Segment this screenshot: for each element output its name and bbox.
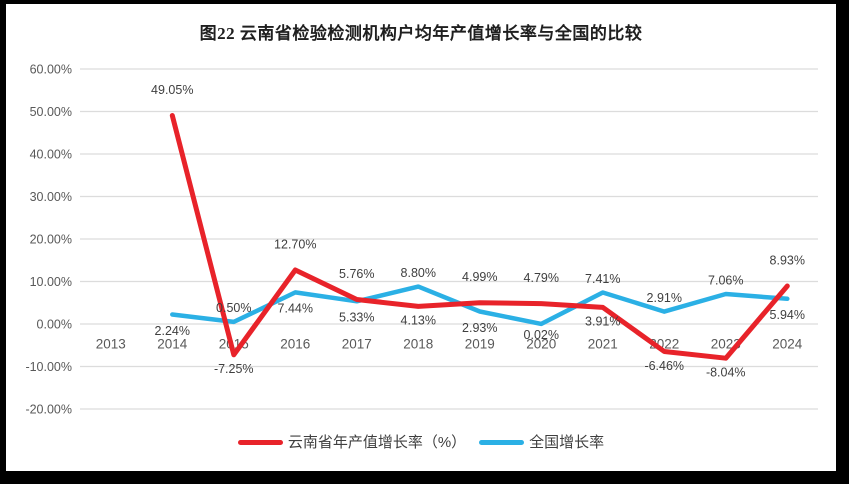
data-label: -8.04% [706,365,746,379]
data-label: 7.06% [708,273,743,287]
legend-item-yunnan: 云南省年产值增长率（%） [237,433,467,452]
y-axis-tick-label: 10.00% [30,275,72,289]
y-axis-tick-label: -10.00% [25,360,72,374]
x-axis-label: 2020 [526,337,556,352]
data-label: 0.02% [524,328,559,342]
data-label: 4.99% [462,270,497,284]
y-axis-tick-label: 20.00% [30,233,72,247]
chart-title: 图22 云南省检验检测机构户均年产值增长率与全国的比较 [199,24,643,43]
data-label: 2.91% [647,291,682,305]
data-label: 12.70% [274,237,316,251]
x-axis-label: 2016 [280,337,310,352]
chart-area: 图22 云南省检验检测机构户均年产值增长率与全国的比较 60.00% 50.00%… [6,4,836,471]
y-axis-tick-label: 60.00% [30,63,72,77]
legend-line-swatch-yunnan [237,440,283,445]
legend-label-national: 全国增长率 [529,434,605,451]
yunnan-series-line [169,113,790,361]
data-label: 4.13% [401,314,436,328]
x-axis-label: 2018 [403,337,433,352]
data-label: 8.80% [401,266,436,280]
x-axis-label: 2019 [465,337,495,352]
data-label: -6.46% [644,359,684,373]
data-label: 0.50% [216,301,251,315]
data-label: 7.44% [278,302,313,316]
x-axis-label: 2017 [342,337,372,352]
x-axis-label: 2021 [588,337,618,352]
data-label: 49.05% [151,83,193,97]
legend-item-national: 全国增长率 [479,433,604,452]
legend-label-yunnan: 云南省年产值增长率（%） [287,434,467,451]
data-label: 5.94% [770,308,805,322]
data-label: 4.79% [524,271,559,285]
data-label: 5.33% [339,311,374,325]
y-axis-tick-label: -20.00% [25,403,72,417]
data-label: 5.76% [339,267,374,281]
x-axis-label: 2024 [772,337,803,352]
y-axis-tick-label: 30.00% [30,190,72,204]
x-axis-label: 2013 [96,337,126,352]
y-axis-tick-label: 40.00% [30,148,72,162]
data-label: 2.93% [462,321,497,335]
data-label: 3.91% [585,315,620,329]
data-label: 7.41% [585,272,620,286]
x-axis-label: 2014 [157,337,188,352]
plot: 60.00% 50.00% 40.00% 30.00% 20.00% 10.00% 0.00… [25,63,818,417]
legend-line-swatch-national [479,440,525,445]
y-axis-tick-label: 50.00% [30,105,72,119]
legend: 云南省年产值增长率（%） 全国增长率 [6,433,836,452]
data-label: 2.24% [155,324,190,338]
data-label: 8.93% [770,253,805,267]
y-axis-tick-label: 0.00% [37,318,72,332]
data-label: -7.25% [214,362,254,376]
